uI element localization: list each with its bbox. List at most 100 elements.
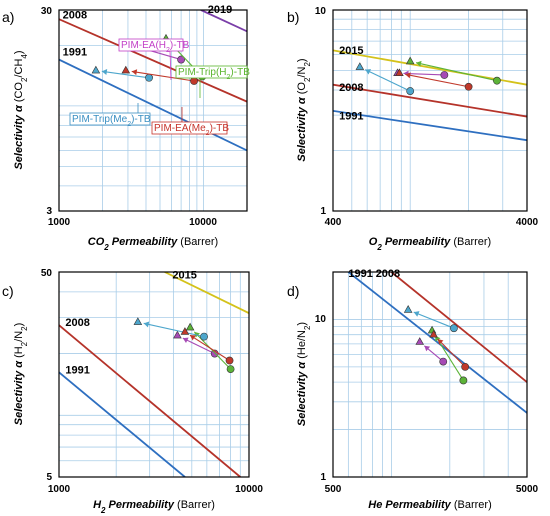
series-point-circle [464, 82, 473, 91]
panel-c: c) 1991 2008 2015 50 5 1000 10000 H2 Perme… [2, 268, 263, 515]
series-arrowhead [413, 311, 420, 317]
panel-b-xtick-right: 4000 [516, 217, 539, 228]
upper-bound-2008 [390, 272, 527, 383]
upper-bound-2008 [59, 324, 241, 477]
panel-b-letter: b) [287, 9, 299, 25]
panel-d-letter: d) [287, 283, 299, 299]
upper-bound-label-1991: 1991 [348, 268, 372, 280]
series-point-circle [493, 76, 501, 85]
annotation-pim-trip-h2: PIM-Trip(H2)-TB [175, 65, 250, 98]
panel-b-series: 1991 2008 2015 [339, 45, 501, 123]
upper-bound-1991 [59, 58, 247, 152]
panel-c-frame [58, 271, 250, 478]
annotation-pim-trip-me2: PIM-Trip(Me2)-TB [69, 103, 151, 128]
series-arrow [131, 70, 195, 82]
panel-d-grid [333, 272, 527, 477]
series-point-triangle [133, 317, 143, 325]
series-point-circle [226, 365, 235, 374]
upper-bound-label-2008: 2008 [65, 317, 89, 329]
upper-bound-2008 [333, 83, 527, 118]
series-point-triangle [91, 65, 101, 74]
panel-b-xlabel: O2 Permeability (Barrer) [369, 236, 491, 252]
series-point-triangle [121, 65, 131, 74]
panel-a-xtick-left: 1000 [48, 217, 71, 228]
series-point-circle [190, 77, 198, 85]
panel-a-annotations: PIM-EA(H2)-TB PIM-Trip(H2)-TB PIM-Trip(M… [69, 38, 250, 137]
series-point-circle [439, 357, 448, 366]
panel-b-frame [332, 9, 528, 212]
panel-b-upper-bounds [333, 49, 527, 142]
series-point-circle [450, 324, 458, 333]
series-arrow [415, 62, 498, 82]
series-point-circle [225, 356, 234, 365]
annotation-leader [169, 50, 172, 81]
panel-d-series: 1991 2008 [348, 268, 470, 385]
series-point-triangle [395, 68, 404, 76]
series-point-circle [461, 362, 470, 371]
panel-c-xlabel: H2 Permeability (Barrer) [93, 499, 215, 515]
upper-bound-2015 [164, 272, 249, 314]
upper-bound-1991 [333, 109, 527, 142]
series-point-triangle [355, 62, 365, 70]
panel-a-frame [58, 9, 248, 212]
series-arrowhead [424, 345, 431, 352]
series-arrowhead [416, 60, 422, 67]
annotation-text: PIM-EA(H2)-TB [121, 40, 190, 54]
annotation-box [69, 112, 151, 126]
panel-b-ytick-bottom: 1 [320, 206, 326, 217]
panel-c-ytick-top: 50 [41, 268, 53, 279]
panel-a-ytick-bottom: 3 [46, 206, 52, 217]
panel-d-ytick-top: 10 [315, 314, 327, 325]
annotation-text: PIM-Trip(Me2)-TB [72, 114, 151, 128]
series-arrowhead [131, 69, 138, 76]
upper-bound-label-2008: 2008 [376, 268, 400, 280]
panel-d-xtick-left: 500 [325, 484, 342, 495]
panel-d: d) 1991 2008 10 1 500 5000 He Permeabilit… [287, 268, 539, 511]
upper-bound-label-1991: 1991 [63, 47, 87, 59]
upper-bound-2019 [200, 10, 247, 33]
series-point-circle [459, 376, 468, 385]
upper-bound-2008 [59, 18, 247, 103]
series-arrow [101, 70, 150, 79]
panel-d-xlabel: He Permeability (Barrer) [368, 499, 492, 511]
panel-b: b) 1991 2008 2015 10 1 400 4000 O2 Permeab… [287, 6, 539, 252]
panel-c-series: 1991 2008 2015 [65, 269, 235, 376]
series-point-triangle [405, 56, 415, 65]
panel-c-ytick-bottom: 5 [46, 472, 52, 483]
annotation-text: PIM-EA(Me2)-TB [154, 123, 229, 137]
series-arrow [193, 331, 231, 370]
series-point-triangle [185, 322, 195, 331]
panel-d-upper-bounds [347, 272, 527, 414]
series-arrowhead [365, 69, 372, 75]
annotation-box [151, 121, 228, 135]
annotation-pim-ea-me2: PIM-EA(Me2)-TB [151, 107, 229, 137]
series-arrow [405, 73, 469, 88]
panel-d-xtick-right: 5000 [516, 484, 539, 495]
panel-b-ytick-top: 10 [315, 6, 327, 17]
upper-bound-label-2015: 2015 [339, 45, 363, 57]
panel-d-ytick-bottom: 1 [320, 472, 326, 483]
series-point-circle [200, 332, 208, 341]
panel-b-grid [333, 10, 527, 211]
panel-c-letter: c) [2, 283, 14, 299]
panel-c-xtick-right: 10000 [235, 484, 263, 495]
series-arrow [365, 69, 411, 92]
annotation-text: PIM-Trip(H2)-TB [178, 67, 250, 81]
panel-b-ylabel: Selectivity α (O2/N2) [296, 58, 312, 161]
upper-bound-label-1991: 1991 [65, 364, 89, 376]
upper-bound-label-2008: 2008 [63, 10, 87, 22]
series-arrowhead [189, 335, 196, 341]
series-point-triangle [415, 337, 425, 345]
panel-c-upper-bounds [59, 272, 249, 477]
series-arrowhead [101, 69, 108, 75]
series-point-circle [440, 71, 449, 79]
series-point-triangle [403, 305, 413, 313]
series-arrow [189, 334, 230, 361]
series-point-triangle [173, 330, 182, 339]
series-point-circle [145, 73, 153, 82]
panel-c-xtick-left: 1000 [48, 484, 71, 495]
series-arrow [413, 311, 455, 329]
panel-a-xtick-right: 10000 [189, 217, 217, 228]
